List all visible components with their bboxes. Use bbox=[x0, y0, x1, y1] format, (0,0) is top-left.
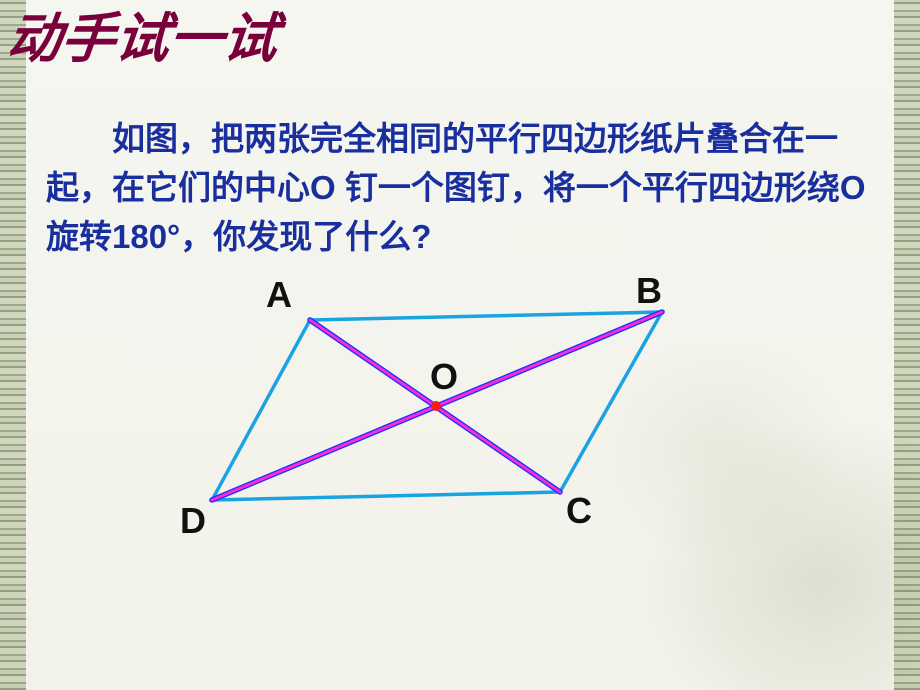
vertex-label-a: A bbox=[266, 274, 292, 316]
diagram-svg bbox=[150, 280, 710, 560]
vertex-label-d: D bbox=[180, 500, 206, 542]
vertex-label-c: C bbox=[566, 490, 592, 532]
vine-border-right bbox=[894, 0, 920, 690]
parallelogram-diagram: A B C D O bbox=[150, 280, 710, 560]
problem-statement: 如图，把两张完全相同的平行四边形纸片叠合在一起，在它们的中心O 钉一个图钉，将一… bbox=[46, 115, 874, 261]
vine-border-left bbox=[0, 0, 26, 690]
vertex-label-b: B bbox=[636, 270, 662, 312]
center-label-o: O bbox=[430, 356, 458, 398]
slide-title: 动手试一试 bbox=[4, 0, 282, 73]
